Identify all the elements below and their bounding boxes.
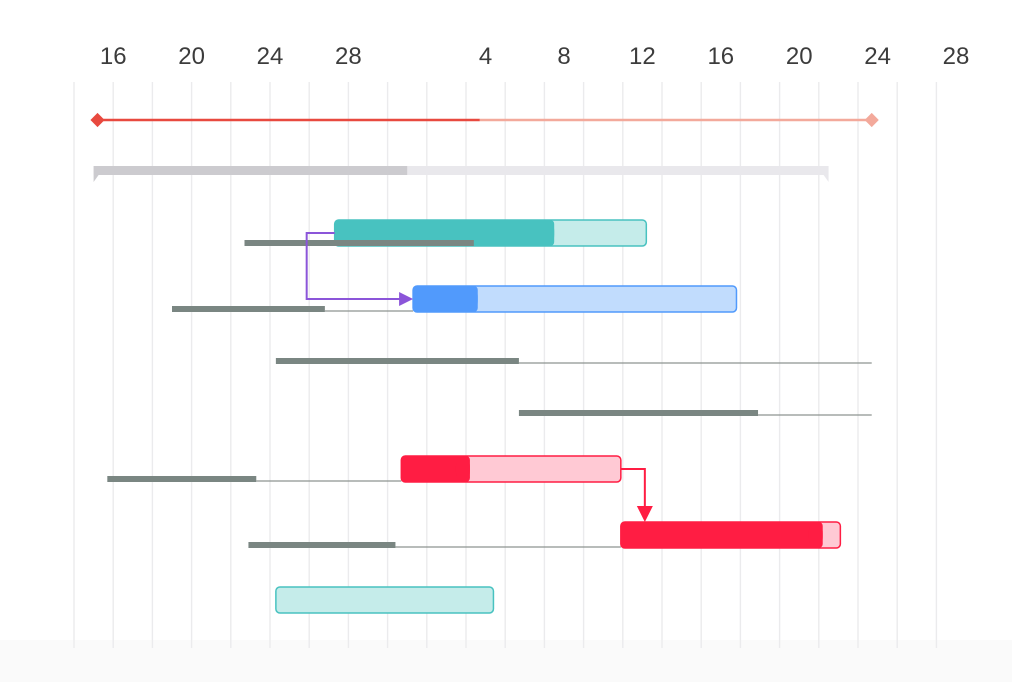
chart-bottom-band	[0, 640, 1012, 682]
dependency-line	[305, 232, 402, 300]
summary-right-cap	[823, 175, 829, 182]
task-bar-progress-cap	[540, 220, 555, 246]
x-tick-label: 20	[786, 43, 813, 70]
milestone-line	[90, 112, 879, 128]
task-bar-progress	[334, 220, 555, 246]
x-tick-label: 4	[479, 43, 492, 70]
task-bar-progress	[620, 522, 823, 548]
x-tick-label: 12	[629, 43, 656, 70]
task-bar-progress-cap	[463, 286, 478, 312]
summary-bar	[93, 166, 829, 182]
x-tick-label: 24	[864, 43, 891, 70]
task-bar-progress-cap	[808, 522, 823, 548]
baseline-bar-overlay	[244, 240, 474, 246]
summary-track	[93, 166, 829, 175]
milestone-start-diamond	[90, 112, 105, 128]
grid-lines	[73, 82, 938, 648]
dependency-line	[620, 468, 646, 508]
task-bar-progress-cap	[455, 456, 470, 482]
baseline-bar	[248, 542, 396, 548]
dependency-arrows	[305, 232, 653, 522]
task-bars	[244, 219, 842, 614]
baseline-bar	[107, 476, 257, 482]
x-tick-label: 16	[707, 43, 734, 70]
task-bar-task-2[interactable]	[412, 285, 738, 313]
dependency-arrowhead	[399, 292, 414, 306]
dependency-arrowhead	[636, 506, 653, 522]
x-tick-label: 28	[335, 43, 362, 70]
task-bar-track	[275, 586, 495, 614]
dependency-task-5-task-6	[620, 468, 653, 522]
x-tick-label: 28	[943, 43, 970, 70]
summary-left-cap	[93, 175, 99, 182]
task-bar-task-1[interactable]	[333, 219, 648, 247]
summary-progress	[93, 166, 408, 175]
baseline-bar	[275, 358, 519, 364]
baseline-bar	[172, 306, 325, 312]
dependency-task-1-task-2	[305, 232, 414, 306]
x-tick-label: 16	[100, 43, 127, 70]
task-bar-task-5[interactable]	[400, 455, 622, 483]
milestone-end-diamond	[864, 112, 879, 128]
x-tick-label: 8	[557, 43, 570, 70]
task-bar-progress	[401, 456, 470, 482]
task-bar-task-6[interactable]	[620, 521, 842, 549]
x-axis-ticks: 16 20 24 28 4 8 12 16 20 24 28	[100, 43, 970, 70]
x-tick-label: 20	[178, 43, 205, 70]
task-bar-progress	[413, 286, 478, 312]
x-tick-label: 24	[257, 43, 284, 70]
task-bar-task-7[interactable]	[275, 586, 495, 614]
baseline-bar	[518, 410, 759, 416]
